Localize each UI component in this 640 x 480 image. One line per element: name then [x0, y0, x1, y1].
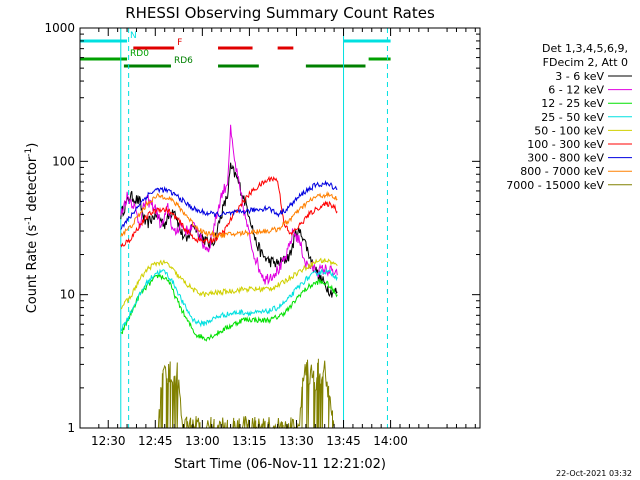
legend: Det 1,3,4,5,6,9, FDecim 2, Att 0 3 - 6 k… — [506, 42, 632, 192]
y-tick-label-1: 10 — [60, 288, 75, 302]
series-line-6 — [120, 179, 338, 230]
legend-header-line-2: FDecim 2, Att 0 — [543, 56, 628, 69]
y-label-sup-1: -1 — [24, 216, 34, 225]
flag-label-0: N — [130, 31, 137, 41]
y-label-part-3: ) — [25, 143, 40, 148]
legend-label-7: 800 - 7000 keV — [520, 165, 604, 178]
x-tick-label-3: 13:15 — [232, 434, 267, 448]
series-line-4 — [120, 257, 338, 310]
legend-label-0: 3 - 6 keV — [555, 70, 604, 83]
y-label-sup-2: -1 — [24, 148, 34, 157]
legend-label-6: 300 - 800 keV — [527, 152, 604, 165]
x-tick-label-1: 12:45 — [138, 434, 173, 448]
chart-title: RHESSI Observing Summary Count Rates — [125, 4, 435, 22]
legend-label-3: 25 - 50 keV — [541, 111, 604, 124]
timestamp: 22-Oct-2021 03:32 — [556, 469, 632, 478]
legend-label-1: 6 - 12 keV — [548, 84, 604, 97]
series-line-5 — [120, 175, 338, 248]
x-tick-label-2: 13:00 — [185, 434, 220, 448]
y-tick-label-2: 100 — [52, 154, 75, 168]
plot-frame — [79, 27, 481, 429]
series-lines — [120, 124, 338, 430]
legend-label-4: 50 - 100 keV — [534, 124, 604, 137]
x-tick-label-5: 13:45 — [326, 434, 361, 448]
legend-label-2: 12 - 25 keV — [541, 97, 604, 110]
series-line-1 — [120, 124, 338, 286]
series-line-3 — [120, 268, 338, 332]
flag-bars: N F RD0 RD6 — [80, 31, 391, 68]
legend-header-line-1: Det 1,3,4,5,6,9, — [542, 42, 628, 55]
y-tick-label-0: 1 — [67, 421, 75, 435]
vertical-markers — [120, 28, 388, 428]
axis-ticks — [80, 27, 480, 429]
y-label-part-2: detector — [25, 156, 40, 216]
legend-label-8: 7000 - 15000 keV — [506, 179, 604, 192]
tick-labels: 12:30 12:45 13:00 13:15 13:30 13:45 14:00 1 10 10… — [44, 21, 407, 448]
series-line-8 — [157, 358, 335, 430]
y-tick-label-3: 1000 — [44, 21, 75, 35]
flag-label-2: RD0 — [130, 49, 149, 59]
legend-label-5: 100 - 300 keV — [527, 138, 604, 151]
series-line-2 — [120, 272, 338, 342]
y-label-part-1: Count Rate (s — [25, 225, 40, 314]
flag-label-3: RD6 — [174, 56, 193, 66]
y-axis-label: Count Rate (s-1 detector-1) — [24, 143, 40, 314]
flag-label-1: F — [177, 38, 182, 48]
x-tick-label-6: 14:00 — [373, 434, 408, 448]
series-line-7 — [120, 190, 338, 239]
x-axis-label: Start Time (06-Nov-11 12:21:02) — [174, 457, 386, 472]
x-tick-label-4: 13:30 — [279, 434, 314, 448]
x-tick-label-0: 12:30 — [91, 434, 126, 448]
